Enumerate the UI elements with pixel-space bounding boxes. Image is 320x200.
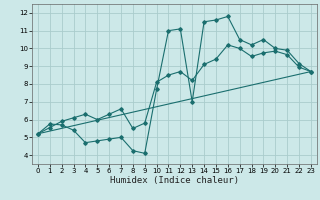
- X-axis label: Humidex (Indice chaleur): Humidex (Indice chaleur): [110, 176, 239, 185]
